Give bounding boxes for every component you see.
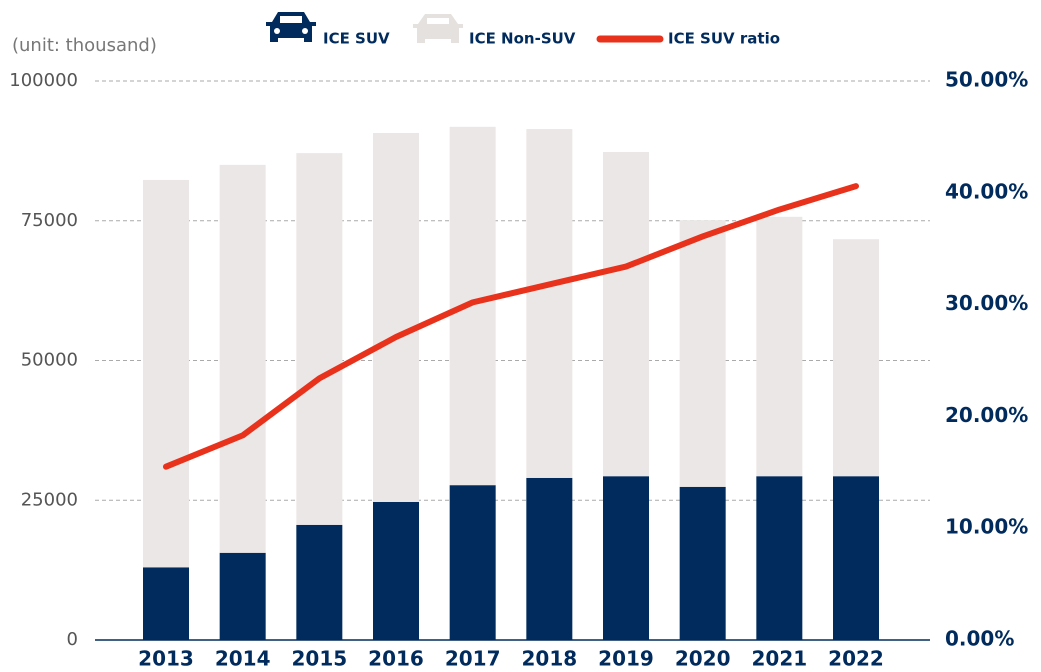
x-tick-label: 2018: [521, 647, 577, 671]
bar: [449, 485, 496, 640]
y-tick-label: 50000: [21, 350, 78, 371]
y2-tick-label: 10.00%: [945, 515, 1028, 539]
bar: [833, 239, 879, 477]
y2-tick-label: 50.00%: [945, 68, 1028, 92]
y-tick-label: 100000: [9, 70, 78, 91]
bar: [833, 476, 879, 640]
bar: [143, 179, 189, 568]
x-tick-label: 2022: [828, 647, 884, 671]
legend-label: ICE SUV: [323, 30, 390, 48]
x-tick-label: 2019: [598, 647, 654, 671]
y-tick-label: 0: [67, 629, 78, 650]
bar: [756, 476, 803, 640]
bar: [526, 477, 573, 640]
x-tick-label: 2021: [751, 647, 807, 671]
y-tick-label: 75000: [21, 210, 78, 231]
bar: [679, 220, 726, 487]
bar: [219, 164, 266, 553]
x-tick-label: 2020: [675, 647, 731, 671]
y2-tick-label: 30.00%: [945, 291, 1028, 315]
legend-label: ICE Non-SUV: [469, 30, 576, 48]
unit-label: (unit: thousand): [12, 35, 157, 56]
legend-icon-suv: [266, 12, 316, 42]
x-tick-label: 2017: [445, 647, 501, 671]
x-tick-label: 2013: [138, 647, 194, 671]
x-tick-label: 2016: [368, 647, 424, 671]
bar: [373, 132, 419, 502]
bar: [296, 524, 343, 640]
bar: [603, 151, 649, 477]
bar: [679, 486, 726, 640]
legend-icon-non-suv: [413, 14, 463, 43]
legend-label: ICE SUV ratio: [668, 30, 780, 48]
y2-tick-label: 40.00%: [945, 179, 1028, 203]
x-tick-label: 2015: [291, 647, 347, 671]
bar: [449, 126, 496, 486]
line: [163, 183, 859, 470]
bar: [219, 552, 266, 640]
y-tick-label: 25000: [21, 489, 78, 510]
bar: [296, 153, 343, 525]
bar: [603, 476, 649, 640]
y2-tick-label: 0.00%: [945, 627, 1014, 651]
x-tick-label: 2014: [215, 647, 271, 671]
y2-tick-label: 20.00%: [945, 403, 1028, 427]
bar: [526, 129, 573, 478]
bar: [373, 501, 419, 640]
bar: [756, 216, 803, 477]
bar: [143, 567, 189, 640]
